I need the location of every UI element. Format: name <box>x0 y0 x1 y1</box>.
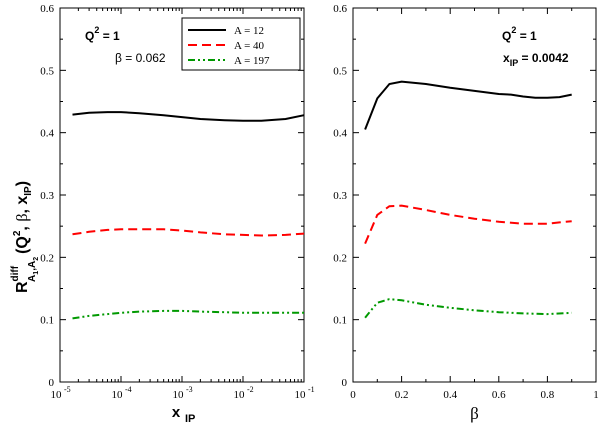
y-label-comma3: , x <box>14 196 31 214</box>
x-tick-label: 10 <box>112 389 124 401</box>
y-tick-label: 0.6 <box>40 3 54 15</box>
x-tick-exponent: -4 <box>125 385 132 394</box>
y-label-comma2: , <box>14 222 31 231</box>
x-tick-label: 0.2 <box>395 389 409 401</box>
q2-annotation: Q2 = 1 <box>85 25 120 43</box>
q2-value: = 1 <box>99 29 120 43</box>
y-label-sub2: 2 <box>33 257 40 261</box>
x-tick-label: 0 <box>350 389 356 401</box>
y-tick-label: 0.6 <box>333 3 347 15</box>
x-axis-label: x <box>172 404 181 421</box>
y-tick-label: 0.2 <box>333 252 347 264</box>
y-label-sub: A <box>27 275 38 282</box>
x-tick-label: 10 <box>51 389 63 401</box>
x-tick-exponent: -2 <box>247 385 254 394</box>
x-tick-label: 10 <box>173 389 185 401</box>
x-tick-label: 0.6 <box>492 389 506 401</box>
series-line-a197 <box>72 309 304 320</box>
q2-value: = 1 <box>516 29 537 43</box>
q2-annotation-right: Q2 = 1 <box>502 25 537 43</box>
q2-superscript: 2 <box>511 25 516 35</box>
series-line-a40 <box>364 204 572 244</box>
series-line-a12 <box>364 80 572 130</box>
y-tick-label: 0.2 <box>40 252 54 264</box>
x-tick-label: 10 <box>234 389 246 401</box>
y-tick-label: 0.3 <box>40 190 54 202</box>
y-label-sq: 2 <box>12 230 23 236</box>
x-tick-label: 0.8 <box>541 389 555 401</box>
x-axis-label: β <box>470 404 479 423</box>
x-tick-label: 1 <box>593 389 599 401</box>
x-tick-label: 0.4 <box>443 389 457 401</box>
y-tick-label: 0.1 <box>333 315 347 327</box>
y-tick-label: 0.5 <box>333 65 347 77</box>
xip-subscript: IP <box>510 58 519 68</box>
y-label-paren: (Q <box>14 236 31 254</box>
x-tick-exponent: -5 <box>64 385 71 394</box>
x-tick-exponent: -1 <box>308 385 315 394</box>
y-tick-label: 0.4 <box>333 128 347 140</box>
series-line-a12 <box>72 111 305 122</box>
y-tick-label: 0 <box>342 377 348 389</box>
y-label-comma: ,A <box>27 261 38 271</box>
x-tick-label: 10 <box>295 389 307 401</box>
y-tick-label: 0.3 <box>333 190 347 202</box>
q2-superscript: 2 <box>94 25 99 35</box>
q2-letter: Q <box>85 29 94 43</box>
y-axis-label: Rdiff A1,A2(Q2, β, xIP) <box>10 181 40 293</box>
xip-value: = 0.0042 <box>518 51 569 65</box>
y-tick-label: 0 <box>49 377 55 389</box>
x-tick-exponent: -3 <box>186 385 193 394</box>
y-label-sub1: 1 <box>33 271 40 275</box>
y-label-ip: IP <box>23 186 34 196</box>
xip-annotation: xIP = 0.0042 <box>503 51 569 68</box>
left-panel: 00.10.20.30.40.50.610 -5 10 -4 10 -3 10 -2 10 -1x… <box>40 3 314 425</box>
y-label-close: ) <box>14 181 31 186</box>
y-tick-label: 0.5 <box>40 65 54 77</box>
y-tick-label: 0.1 <box>40 315 54 327</box>
y-label-r: R <box>14 281 31 293</box>
right-panel: 0 0.1 0.2 0.3 0.4 0.5 0.6 0 0.2 0.4 0.6 0.8 1 β Q2 = 1… <box>333 3 599 423</box>
legend-label: A = 197 <box>234 55 270 67</box>
legend-label: A = 12 <box>234 25 264 37</box>
y-label-diff: diff <box>10 265 21 281</box>
series-line-a197 <box>364 298 572 319</box>
x-axis-label-sub: IP <box>185 413 195 425</box>
xip-letter: x <box>503 51 510 65</box>
beta-annotation: β = 0.062 <box>115 51 166 65</box>
legend-box <box>181 17 301 71</box>
q2-letter: Q <box>502 29 511 43</box>
series-line-a40 <box>72 228 305 237</box>
legend-label: A = 40 <box>234 40 265 52</box>
y-tick-label: 0.4 <box>40 128 54 140</box>
y-label-beta: β <box>14 214 31 222</box>
